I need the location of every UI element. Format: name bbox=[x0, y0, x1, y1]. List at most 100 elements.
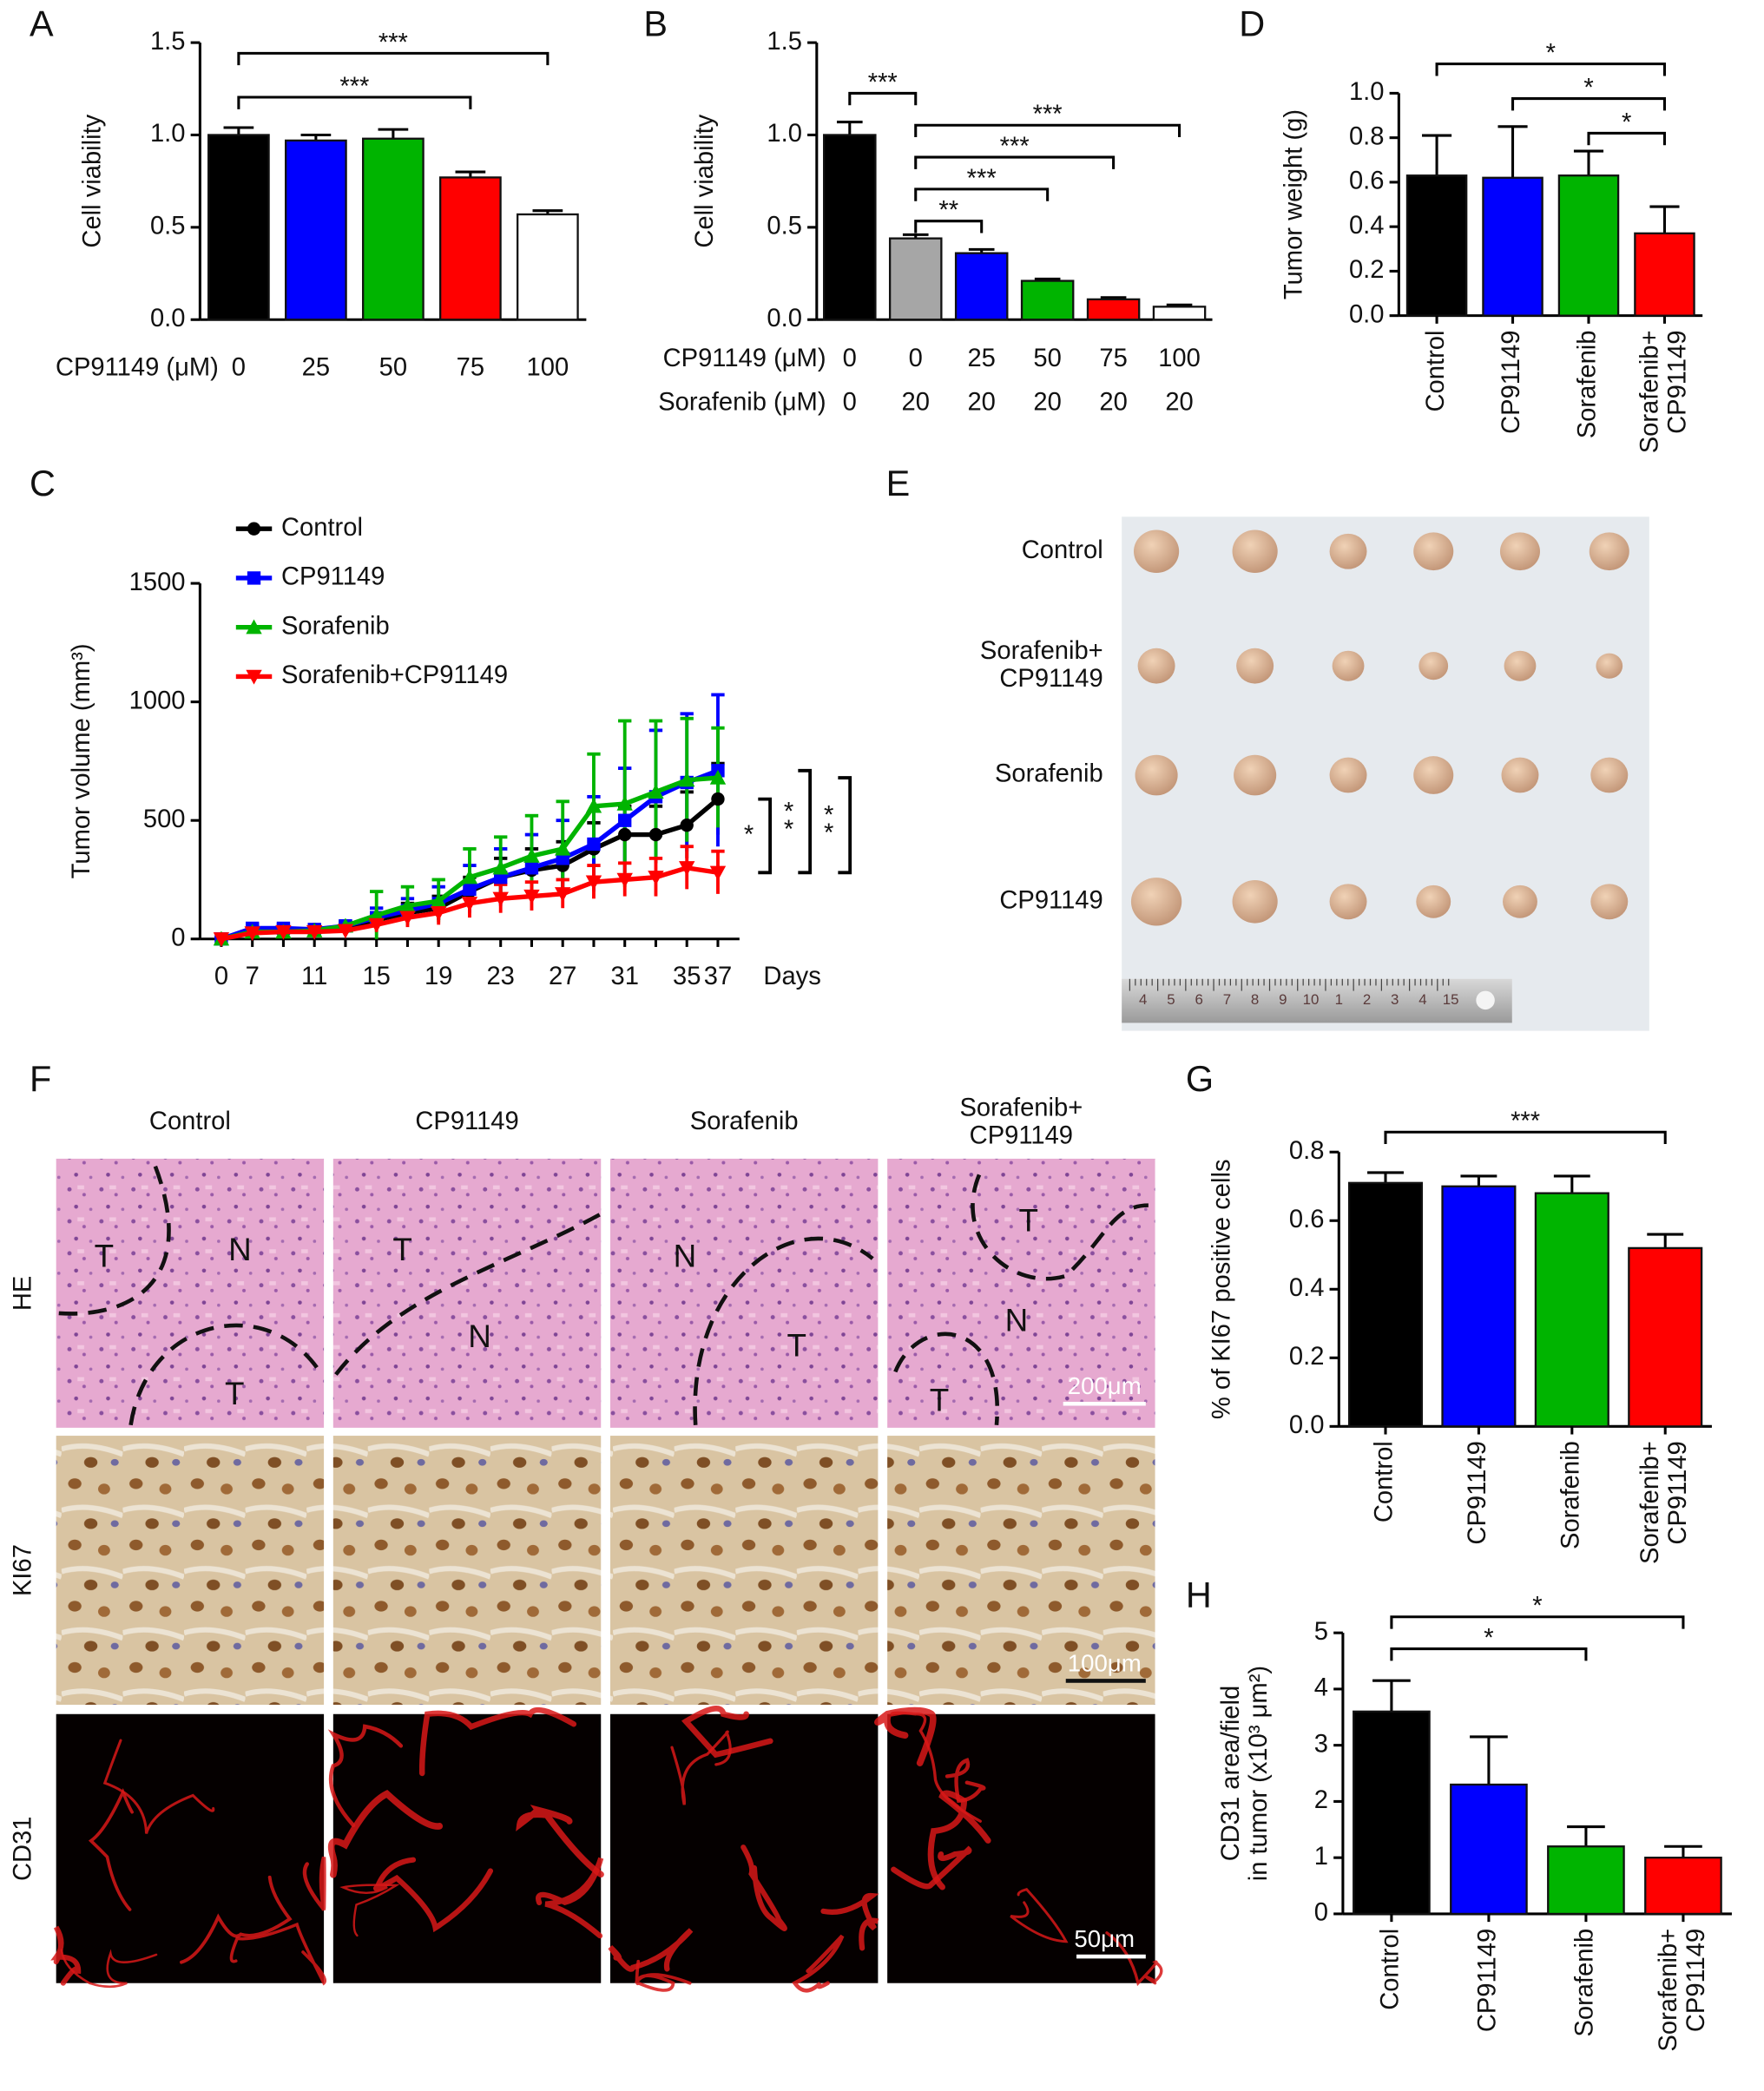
region-label: T bbox=[787, 1328, 807, 1364]
text-line: CD31 area/field bbox=[1217, 1686, 1245, 1861]
x-tick-label: 20 bbox=[967, 389, 995, 417]
y-axis-label: % of KI67 positive cells bbox=[1208, 1159, 1236, 1419]
y-tick-label: 1500 bbox=[129, 569, 186, 596]
x-tick-label: 19 bbox=[425, 963, 452, 990]
marker bbox=[587, 837, 601, 852]
column-label: Sorafenib+ CP91149 bbox=[959, 1094, 1083, 1149]
marker bbox=[680, 818, 694, 832]
bar bbox=[439, 176, 502, 321]
panel-letter: H bbox=[1186, 1575, 1212, 1615]
vessel bbox=[608, 1928, 694, 1972]
legend-label: Sorafenib+CP91149 bbox=[281, 661, 508, 689]
x-tick-label: 27 bbox=[549, 963, 576, 990]
significance-bracket bbox=[848, 91, 918, 106]
bar bbox=[888, 237, 943, 321]
tumor bbox=[1329, 884, 1367, 920]
significance-bracket bbox=[914, 155, 1116, 169]
vessel bbox=[60, 1949, 158, 1989]
vessel bbox=[874, 1706, 937, 1766]
bar bbox=[1405, 174, 1468, 317]
he-image bbox=[56, 1158, 325, 1428]
category-title: CP91149 (μM) bbox=[663, 345, 826, 372]
vessel bbox=[792, 1934, 845, 1993]
row-label: KI67 bbox=[10, 1544, 37, 1596]
panel-letter: C bbox=[30, 464, 56, 503]
y-tick-label: 0.2 bbox=[1289, 1343, 1325, 1371]
significance-bracket bbox=[914, 187, 1050, 201]
text-line: * bbox=[784, 815, 793, 843]
marker bbox=[711, 792, 725, 806]
y-tick-label: 3 bbox=[1314, 1730, 1328, 1758]
bar bbox=[1152, 306, 1207, 321]
vessel bbox=[740, 1844, 787, 1931]
marker bbox=[523, 847, 540, 863]
row-label: Sorafenib+ CP91149 bbox=[980, 637, 1103, 693]
marker bbox=[246, 619, 262, 635]
tumor bbox=[1418, 652, 1449, 681]
region-boundary bbox=[58, 1161, 171, 1316]
region-label: T bbox=[95, 1239, 115, 1274]
significance-label: * bbox=[1583, 75, 1593, 102]
x-tick-label: 75 bbox=[457, 354, 484, 382]
x-tick-label: 31 bbox=[610, 963, 638, 990]
bar bbox=[1353, 1710, 1431, 1916]
x-axis-label: Days bbox=[763, 963, 820, 990]
tumor bbox=[1130, 878, 1182, 926]
bar bbox=[362, 137, 425, 321]
region-label: N bbox=[1005, 1302, 1029, 1338]
x-tick-label: 15 bbox=[362, 963, 390, 990]
ki67-image bbox=[609, 1436, 879, 1706]
x-tick-label: CP91149 bbox=[1464, 1441, 1491, 1544]
tumor bbox=[1234, 754, 1277, 796]
x-tick-label: 50 bbox=[1033, 345, 1061, 372]
ki67-image bbox=[887, 1436, 1155, 1706]
significance-label: ** bbox=[824, 801, 833, 846]
tumor bbox=[1329, 757, 1367, 793]
marker bbox=[524, 861, 539, 875]
tumor bbox=[1501, 757, 1539, 793]
scale-bar-label: 200μm bbox=[1068, 1372, 1142, 1399]
y-tick-label: 0.4 bbox=[1349, 212, 1385, 240]
region-label: N bbox=[468, 1318, 491, 1354]
marker bbox=[523, 889, 540, 904]
significance-label: * bbox=[1532, 1593, 1542, 1621]
column-label: CP91149 bbox=[415, 1108, 518, 1135]
vessel bbox=[418, 1706, 577, 1777]
y-tick-label: 1.5 bbox=[150, 28, 186, 56]
bar bbox=[1644, 1857, 1722, 1916]
vessel bbox=[1105, 1931, 1163, 1987]
y-axis-label: Cell viability bbox=[78, 114, 106, 247]
ruler-hole bbox=[1476, 990, 1495, 1010]
y-axis-label: CD31 area/fieldin tumor (x10³ μm²) bbox=[1217, 1666, 1273, 1881]
cd31-image bbox=[56, 1713, 325, 1983]
bar bbox=[1020, 279, 1075, 321]
region-label: N bbox=[674, 1239, 697, 1274]
tumor bbox=[1135, 754, 1178, 796]
significance-label: *** bbox=[1033, 101, 1063, 128]
bar bbox=[823, 134, 877, 321]
legend-label: CP91149 bbox=[281, 563, 385, 591]
x-tick-label: 20 bbox=[1033, 389, 1061, 417]
significance-bracket bbox=[1390, 1647, 1588, 1661]
panel-letter: F bbox=[30, 1059, 51, 1099]
significance-bracket bbox=[1435, 62, 1666, 76]
y-tick-label: 0.5 bbox=[767, 213, 802, 240]
significance-label: ** bbox=[938, 197, 958, 225]
marker bbox=[679, 772, 695, 787]
y-tick-label: 0.0 bbox=[767, 305, 802, 332]
marker bbox=[430, 906, 447, 921]
marker bbox=[648, 784, 664, 799]
bar bbox=[1347, 1181, 1424, 1428]
vessel bbox=[670, 1730, 732, 1805]
category-title: Sorafenib (μM) bbox=[658, 389, 826, 417]
text-line: Sorafenib+ bbox=[980, 637, 1103, 665]
tumor bbox=[1589, 532, 1629, 571]
y-tick-label: 0.8 bbox=[1349, 122, 1385, 150]
scale-bar-label: 100μm bbox=[1068, 1649, 1142, 1676]
x-tick-label: 7 bbox=[246, 963, 260, 990]
marker bbox=[213, 932, 230, 947]
significance-label: *** bbox=[1511, 1108, 1540, 1135]
tumor bbox=[1590, 757, 1629, 793]
significance-label: *** bbox=[1000, 133, 1030, 161]
